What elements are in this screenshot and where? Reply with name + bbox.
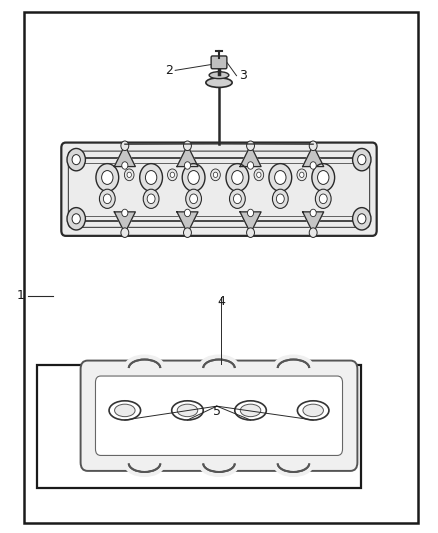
Circle shape xyxy=(275,171,286,184)
Circle shape xyxy=(312,164,335,191)
Circle shape xyxy=(72,214,80,224)
Polygon shape xyxy=(114,212,135,233)
Circle shape xyxy=(102,171,113,184)
Circle shape xyxy=(319,194,327,204)
Circle shape xyxy=(233,194,241,204)
Circle shape xyxy=(276,194,284,204)
Ellipse shape xyxy=(240,404,261,417)
Ellipse shape xyxy=(109,401,141,420)
Circle shape xyxy=(96,164,119,191)
Circle shape xyxy=(127,172,131,177)
Ellipse shape xyxy=(297,401,329,420)
Circle shape xyxy=(67,207,85,230)
Circle shape xyxy=(230,189,245,208)
Circle shape xyxy=(72,155,80,165)
Circle shape xyxy=(103,194,111,204)
Circle shape xyxy=(315,189,331,208)
Circle shape xyxy=(184,141,191,150)
Text: 3: 3 xyxy=(239,69,247,82)
Text: 1: 1 xyxy=(17,289,25,302)
FancyBboxPatch shape xyxy=(95,376,343,455)
Circle shape xyxy=(140,164,162,191)
Circle shape xyxy=(353,148,371,171)
Circle shape xyxy=(353,207,371,230)
Circle shape xyxy=(247,228,254,238)
Circle shape xyxy=(143,189,159,208)
Text: 5: 5 xyxy=(213,405,221,418)
Bar xyxy=(37,365,361,488)
Circle shape xyxy=(247,209,254,216)
Circle shape xyxy=(358,155,366,165)
Circle shape xyxy=(232,171,243,184)
Circle shape xyxy=(182,164,205,191)
Circle shape xyxy=(358,214,366,224)
Circle shape xyxy=(122,209,128,216)
Circle shape xyxy=(254,169,264,181)
Circle shape xyxy=(309,141,317,150)
Circle shape xyxy=(188,171,199,184)
Circle shape xyxy=(211,169,220,181)
Circle shape xyxy=(124,169,134,181)
Ellipse shape xyxy=(172,401,203,420)
Polygon shape xyxy=(177,145,198,166)
Circle shape xyxy=(226,164,249,191)
Circle shape xyxy=(318,171,329,184)
Text: 4: 4 xyxy=(217,295,225,308)
Circle shape xyxy=(186,189,201,208)
Polygon shape xyxy=(240,145,261,166)
Ellipse shape xyxy=(206,78,232,87)
Circle shape xyxy=(272,189,288,208)
Circle shape xyxy=(190,194,198,204)
Polygon shape xyxy=(177,212,198,233)
Circle shape xyxy=(121,228,129,238)
FancyBboxPatch shape xyxy=(211,56,227,69)
Circle shape xyxy=(247,162,254,169)
Circle shape xyxy=(300,172,304,177)
Polygon shape xyxy=(114,145,135,166)
Polygon shape xyxy=(240,212,261,233)
Circle shape xyxy=(170,172,174,177)
Ellipse shape xyxy=(235,401,266,420)
Circle shape xyxy=(247,141,254,150)
Circle shape xyxy=(121,141,129,150)
Circle shape xyxy=(122,162,128,169)
Circle shape xyxy=(184,209,191,216)
Circle shape xyxy=(99,189,115,208)
FancyBboxPatch shape xyxy=(61,143,377,236)
Circle shape xyxy=(269,164,292,191)
FancyBboxPatch shape xyxy=(81,360,357,471)
Circle shape xyxy=(167,169,177,181)
Ellipse shape xyxy=(303,404,323,417)
Circle shape xyxy=(309,228,317,238)
Circle shape xyxy=(310,209,316,216)
Circle shape xyxy=(257,172,261,177)
Circle shape xyxy=(310,162,316,169)
Ellipse shape xyxy=(115,404,135,417)
Ellipse shape xyxy=(209,72,229,79)
Polygon shape xyxy=(303,145,324,166)
Circle shape xyxy=(147,194,155,204)
Circle shape xyxy=(184,228,191,238)
Polygon shape xyxy=(303,212,324,233)
Circle shape xyxy=(67,148,85,171)
Text: 2: 2 xyxy=(165,64,173,77)
Circle shape xyxy=(297,169,307,181)
Circle shape xyxy=(213,172,218,177)
Ellipse shape xyxy=(177,404,198,417)
Circle shape xyxy=(145,171,157,184)
Circle shape xyxy=(184,162,191,169)
